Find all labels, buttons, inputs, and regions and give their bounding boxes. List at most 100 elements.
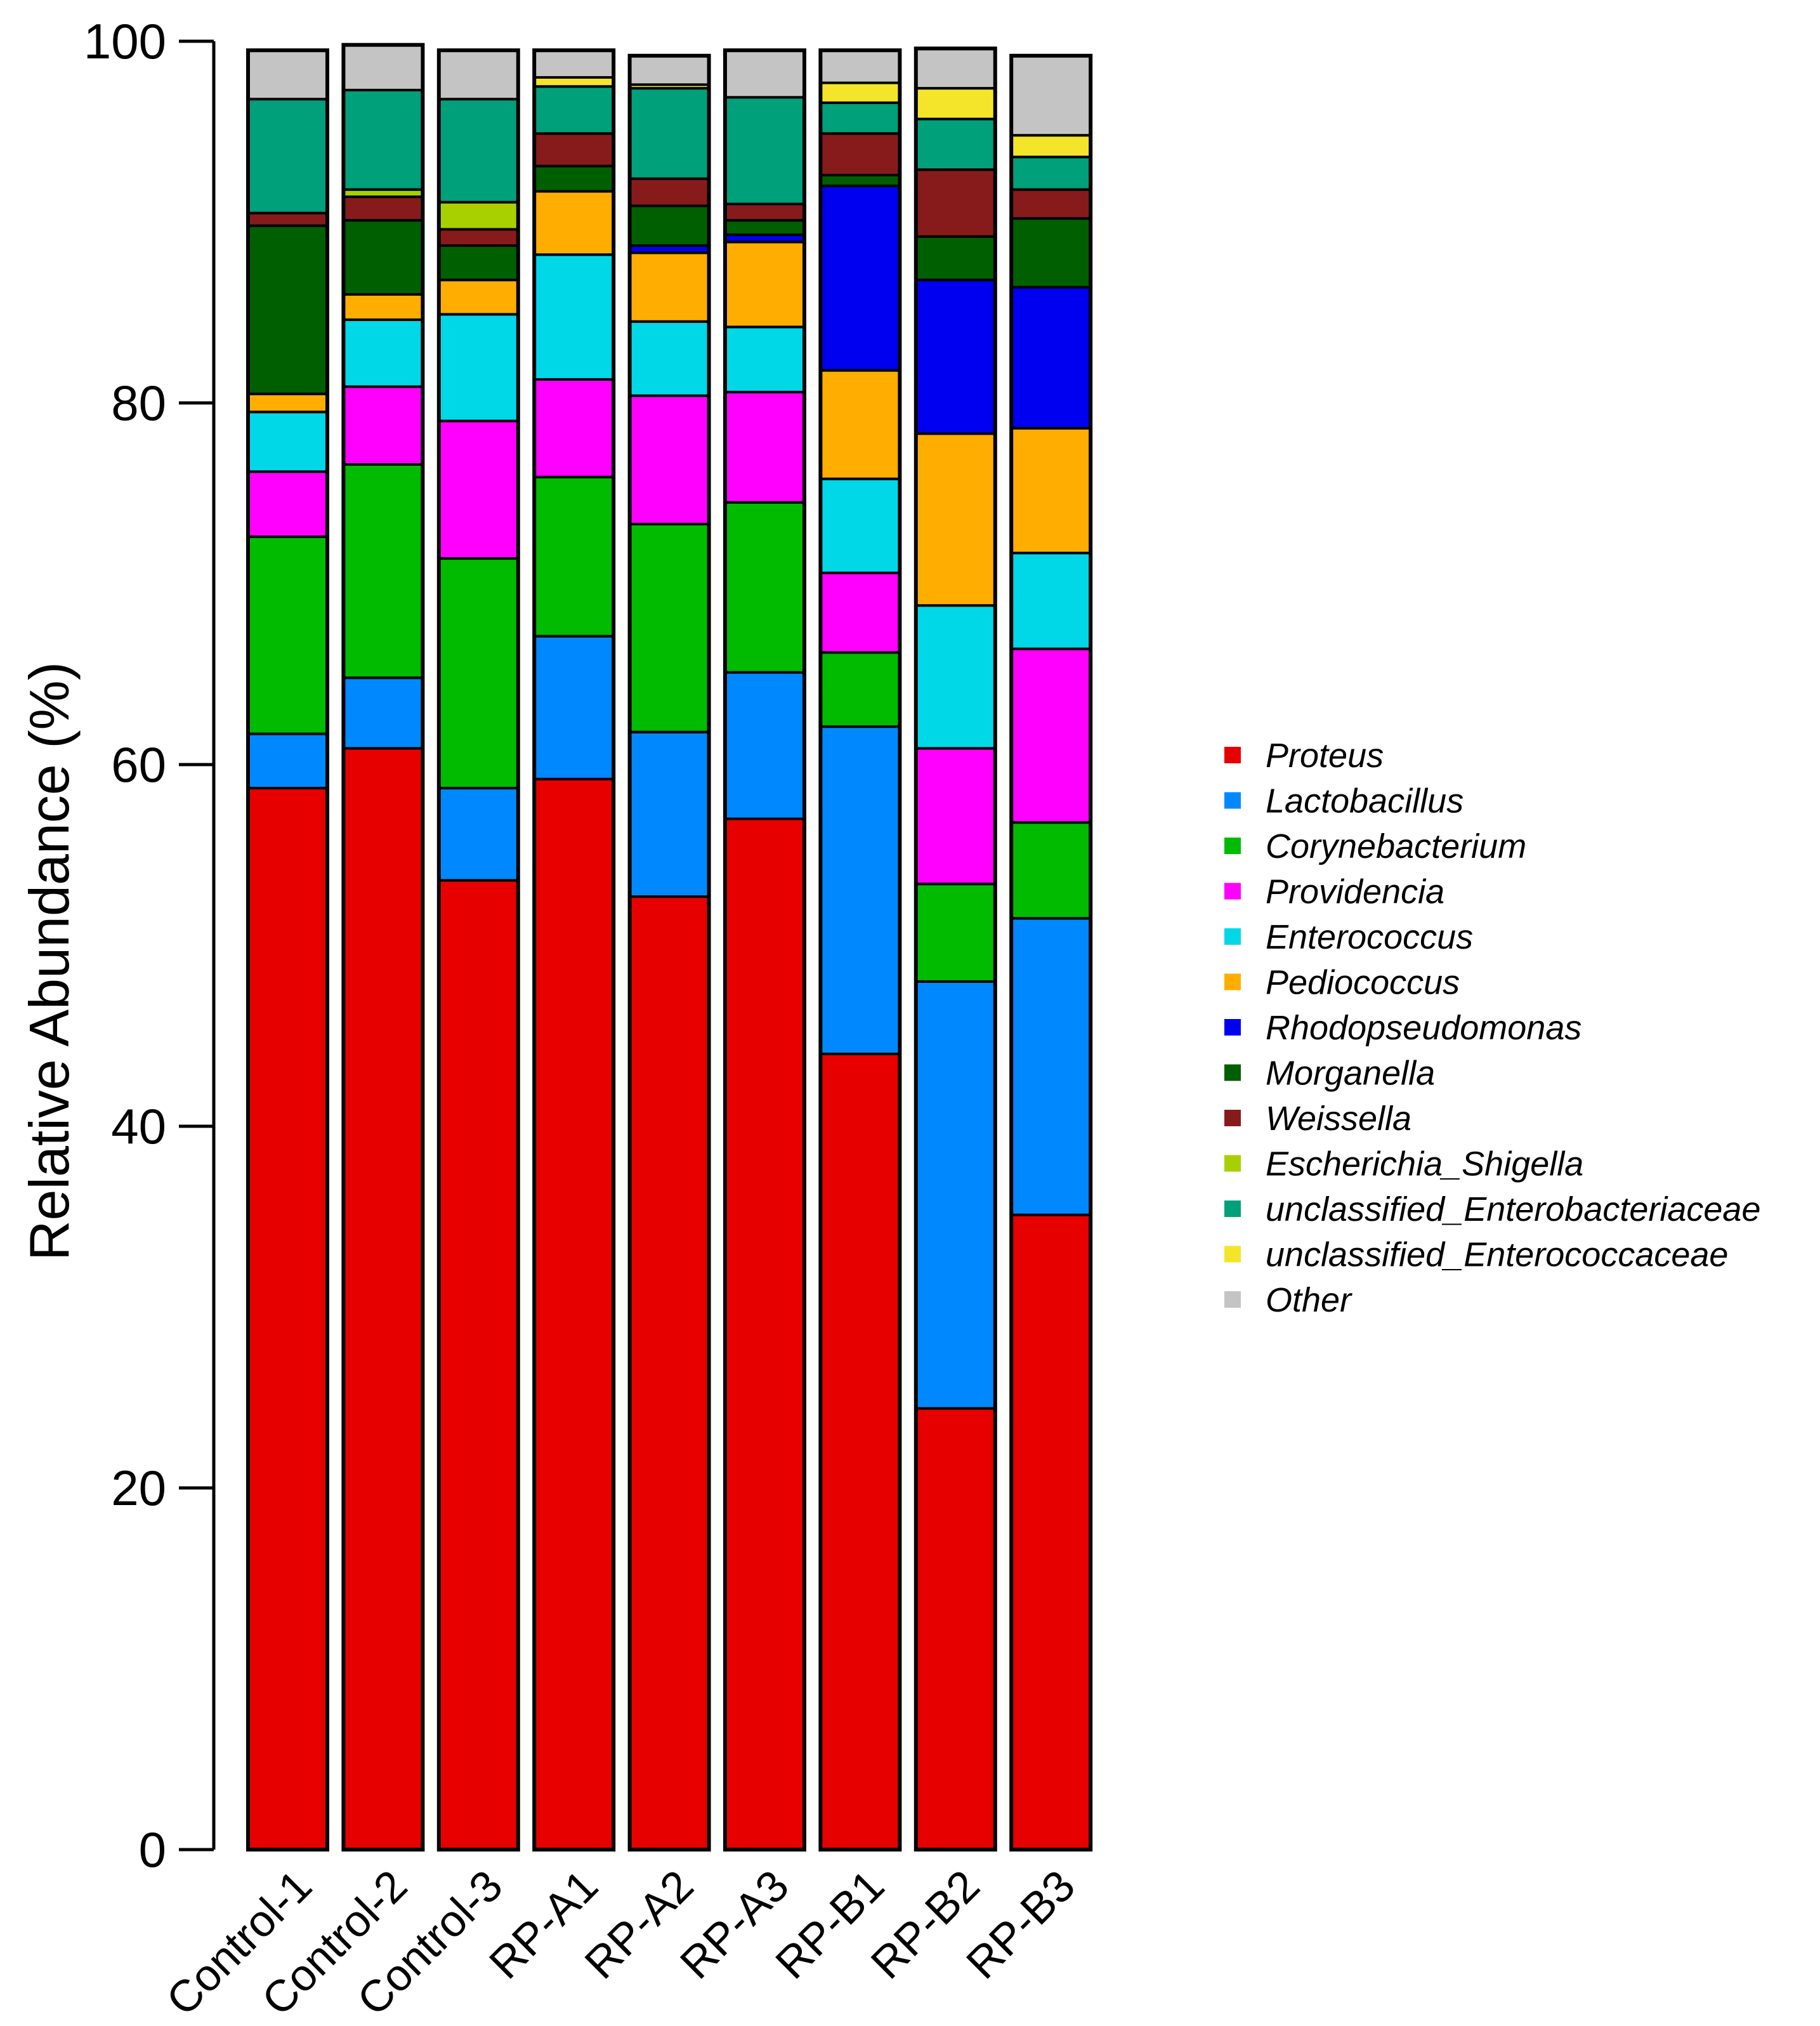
bar-segment — [628, 394, 710, 525]
legend-swatch — [1224, 1019, 1241, 1036]
bar-segment — [1010, 647, 1092, 824]
bar-segment — [724, 817, 806, 1851]
bar-segment — [437, 879, 520, 1851]
legend: Proteus Lactobacillus Corynebacterium Provi… — [1224, 737, 1761, 1319]
legend-item: unclassified_Enterobacteriaceae — [1224, 1190, 1761, 1228]
legend-swatch — [1224, 1110, 1241, 1126]
bar-stack — [246, 48, 329, 1852]
legend-label: unclassified_Enterobacteriaceae — [1266, 1190, 1761, 1228]
bar-segment — [628, 251, 710, 323]
bar-outline — [818, 48, 902, 1852]
bar-segment — [342, 219, 424, 296]
x-tick-label: RP-B3 — [957, 1860, 1084, 1988]
bar-segment — [247, 98, 329, 214]
bar-segment — [437, 313, 520, 423]
bar-segment — [1010, 155, 1092, 191]
legend-item: Providencia — [1224, 873, 1444, 911]
bar-outline — [913, 46, 997, 1852]
y-axis: 0 20 40 60 80 100 — [84, 13, 216, 1878]
bar-segment — [628, 54, 710, 86]
bar-segment — [247, 732, 329, 790]
bar-segment — [914, 883, 997, 983]
y-tick-label: 40 — [111, 1098, 166, 1154]
bar-segment — [724, 671, 806, 820]
legend-swatch — [1224, 792, 1241, 809]
bar-segment — [819, 173, 901, 187]
legend-label: Lactobacillus — [1266, 782, 1463, 820]
bar-segment — [247, 392, 329, 414]
x-axis-labels: Control-1Control-2Control-3RP-A1RP-A2RP-… — [157, 1860, 1084, 2025]
y-axis-title: Relative Abundance (%) — [18, 662, 81, 1261]
bar-segment — [437, 419, 520, 560]
y-tick-label: 60 — [111, 737, 166, 793]
bar-segment — [342, 43, 424, 91]
bar-segment — [1010, 286, 1092, 430]
bar-stack — [723, 48, 806, 1852]
bar-segment — [533, 253, 615, 381]
bar-segment — [819, 369, 901, 480]
bar-outline — [436, 48, 520, 1852]
bar-segment — [437, 279, 520, 316]
bar-segment — [533, 164, 615, 193]
legend-item: Other — [1224, 1281, 1352, 1319]
bar-segment — [914, 980, 997, 1410]
bar-segment — [533, 635, 615, 780]
bar-segment — [914, 747, 997, 886]
bar-segment — [342, 318, 424, 388]
bar-segment — [533, 85, 615, 135]
bar-segment — [628, 895, 710, 1851]
bar-segment — [914, 87, 997, 121]
legend-swatch — [1224, 838, 1241, 854]
bar-segment — [819, 571, 901, 654]
bar-stack — [913, 46, 997, 1852]
bar-segment — [819, 651, 901, 728]
legend-swatch — [1224, 1291, 1241, 1308]
x-tick-label: RP-A1 — [480, 1860, 607, 1988]
bar-segment — [533, 378, 615, 478]
legend-swatch — [1224, 928, 1241, 945]
bar-segment — [342, 293, 424, 321]
legend-item: Enterococcus — [1224, 918, 1473, 956]
legend-label: Morganella — [1266, 1055, 1435, 1093]
x-tick-label: RP-B1 — [766, 1860, 894, 1988]
legend-label: unclassified_Enterococcaceae — [1266, 1236, 1728, 1274]
bar-segment — [437, 557, 520, 790]
bar-outline — [246, 48, 329, 1852]
bar-segment — [724, 240, 806, 329]
legend-label: Escherichia_Shigella — [1266, 1145, 1583, 1183]
bar-outline — [532, 48, 616, 1852]
bar-segment — [819, 101, 901, 135]
bar-segment — [914, 168, 997, 238]
legend-item: unclassified_Enterococcaceae — [1224, 1236, 1728, 1274]
bar-stack — [1009, 53, 1093, 1852]
bar-segment — [1010, 54, 1092, 137]
legend-swatch — [1224, 883, 1241, 900]
bar-stack — [532, 48, 616, 1852]
bar-segment — [1010, 426, 1092, 555]
legend-label: Enterococcus — [1266, 918, 1473, 956]
bar-segment — [914, 235, 997, 282]
bar-segment — [247, 49, 329, 101]
bar-segment — [533, 132, 615, 168]
bar-segment — [628, 320, 710, 397]
bar-segment — [437, 98, 520, 204]
bar-segment — [1010, 217, 1092, 289]
bar-segment — [914, 604, 997, 750]
bar-segment — [247, 787, 329, 1851]
bar-outline — [723, 48, 806, 1852]
legend-label: Weissella — [1266, 1100, 1411, 1138]
bar-segment — [533, 475, 615, 638]
bar-segment — [247, 470, 329, 538]
legend-item: Weissella — [1224, 1100, 1411, 1138]
bar-segment — [342, 463, 424, 680]
y-tick-label: 80 — [111, 375, 166, 431]
bar-segment — [342, 676, 424, 750]
legend-swatch — [1224, 1064, 1241, 1081]
bar-segment — [342, 747, 424, 1851]
legend-item: Pediococcus — [1224, 964, 1460, 1002]
bar-segment — [628, 87, 710, 180]
bar-segment — [247, 535, 329, 735]
bar-segment — [1010, 551, 1092, 650]
legend-label: Pediococcus — [1266, 964, 1460, 1002]
bar-segment — [819, 185, 901, 372]
